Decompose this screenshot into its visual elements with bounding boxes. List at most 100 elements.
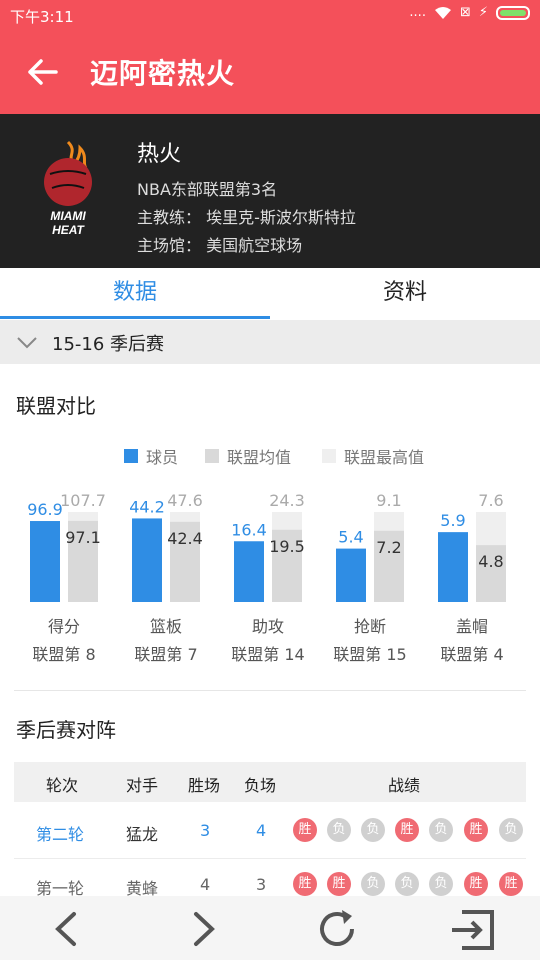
season-label: 15-16 季后赛 — [52, 334, 165, 355]
value-avg-1: 42.4 — [167, 529, 203, 548]
rank-label-0: 联盟第 8 — [32, 645, 95, 664]
legend-label-avg: 联盟均值 — [227, 448, 292, 467]
team-header: MIAMI HEAT 热火 NBA东部联盟第3名 主教练： 埃里克-斯波尔斯特拉… — [0, 114, 540, 268]
signal-icon: .... — [409, 5, 426, 20]
bar-avg-4 — [476, 545, 506, 602]
team-name: 热火 — [137, 142, 182, 167]
sim-icon: ⊠ — [459, 5, 471, 20]
season-selector[interactable]: 15-16 季后赛 — [0, 320, 540, 364]
playoff-table-header: 轮次 对手 胜场 负场 战绩 — [14, 762, 526, 802]
coach-line: 主教练： 埃里克-斯波尔斯特拉 — [137, 204, 356, 228]
header-opponent: 对手 — [126, 776, 159, 795]
bar-avg-0 — [68, 520, 98, 602]
tab-indicator — [0, 316, 270, 319]
tab-bar: 数据 资料 — [0, 268, 540, 321]
coach-name: 埃里克-斯波尔斯特拉 — [206, 208, 356, 227]
playoff-title: 季后赛对阵 — [16, 718, 116, 742]
value-player-3: 5.4 — [338, 528, 363, 547]
value-player-2: 16.4 — [231, 520, 267, 539]
arena-label: 主场馆： — [137, 236, 202, 255]
category-label-2: 助攻 — [252, 617, 284, 636]
win-badge: 胜 — [395, 818, 419, 842]
rank-label-4: 联盟第 4 — [440, 645, 503, 664]
legend-max: 联盟最高值 — [322, 444, 424, 468]
legend-swatch-max — [322, 449, 336, 463]
win-badge: 胜 — [499, 872, 523, 896]
value-max-3: 9.1 — [376, 491, 401, 510]
bar-player-4 — [438, 532, 468, 602]
opponent-cell: 猛龙 — [126, 825, 159, 844]
rank-label-1: 联盟第 7 — [134, 645, 197, 664]
value-max-4: 7.6 — [478, 491, 503, 510]
legend-swatch-avg — [205, 449, 219, 463]
loss-badge: 负 — [499, 818, 523, 842]
loss-badge: 负 — [429, 872, 453, 896]
win-badge: 胜 — [293, 872, 317, 896]
logo-text-heat: HEAT — [52, 223, 85, 237]
refresh-icon[interactable] — [312, 904, 362, 954]
legend-label-max: 联盟最高值 — [344, 448, 425, 467]
status-bar: 下午3:11 .... ⊠ ⚡ — [0, 0, 540, 30]
value-max-0: 107.7 — [60, 491, 106, 510]
arena-line: 主场馆： 美国航空球场 — [137, 232, 302, 256]
category-label-4: 盖帽 — [456, 617, 488, 636]
losses-cell: 4 — [256, 821, 267, 840]
loss-badge: 负 — [395, 872, 419, 896]
wins-cell: 3 — [200, 821, 211, 840]
bar-player-2 — [234, 541, 264, 602]
forward-icon[interactable] — [178, 904, 228, 954]
loss-badge: 负 — [361, 872, 385, 896]
wins-cell: 4 — [200, 875, 211, 894]
tab-info[interactable]: 资料 — [382, 280, 427, 305]
value-avg-4: 4.8 — [478, 552, 503, 571]
win-badge: 胜 — [464, 872, 488, 896]
header-record: 战绩 — [388, 776, 421, 795]
win-badge: 胜 — [327, 872, 351, 896]
browser-bottom-nav — [0, 896, 540, 960]
value-avg-3: 7.2 — [376, 538, 401, 557]
value-player-4: 5.9 — [440, 511, 465, 530]
bar-player-1 — [132, 518, 162, 602]
page-title: 迈阿密热火 — [90, 57, 236, 90]
header-round: 轮次 — [46, 776, 79, 795]
loss-badge: 负 — [327, 818, 351, 842]
heat-logo: MIAMI HEAT — [44, 140, 92, 237]
value-player-1: 44.2 — [129, 497, 165, 516]
status-time: 下午3:11 — [10, 8, 74, 26]
playoff-row[interactable]: 第二轮 猛龙 3 4 胜负负胜负胜负 — [14, 804, 526, 859]
opponent-cell: 黄蜂 — [126, 879, 159, 898]
round-cell: 第二轮 — [36, 825, 85, 844]
exit-icon[interactable] — [448, 904, 498, 954]
bar-player-0 — [30, 521, 60, 602]
loss-badge: 负 — [361, 818, 385, 842]
coach-label: 主教练： — [137, 208, 202, 227]
bar-avg-2 — [272, 529, 302, 602]
value-avg-2: 19.5 — [269, 537, 305, 556]
back-arrow-icon[interactable] — [22, 54, 62, 90]
section-divider — [14, 690, 526, 691]
value-player-0: 96.9 — [27, 500, 63, 519]
category-label-0: 得分 — [48, 617, 80, 636]
logo-text-miami: MIAMI — [50, 209, 86, 223]
battery-icon — [496, 5, 530, 20]
header-losses: 负场 — [244, 776, 277, 795]
chevron-down-icon — [17, 337, 37, 349]
tab-data[interactable]: 数据 — [112, 280, 157, 305]
bar-avg-3 — [374, 530, 404, 602]
value-avg-0: 97.1 — [65, 528, 101, 547]
losses-cell: 3 — [256, 875, 267, 894]
wifi-icon — [434, 6, 451, 19]
round-cell: 第一轮 — [36, 879, 85, 898]
category-label-1: 篮板 — [150, 617, 182, 636]
charging-icon: ⚡ — [478, 5, 488, 20]
win-badge: 胜 — [293, 818, 317, 842]
loss-badge: 负 — [429, 818, 453, 842]
legend-avg: 联盟均值 — [205, 444, 291, 468]
legend-swatch-player — [124, 449, 138, 463]
legend-label-player: 球员 — [146, 448, 179, 467]
team-rank: NBA东部联盟第3名 — [137, 180, 278, 199]
back-icon[interactable] — [42, 904, 92, 954]
category-label-3: 抢断 — [354, 617, 386, 636]
playoff-row[interactable]: 第一轮 黄蜂 4 3 胜胜负负负胜胜 — [14, 858, 526, 913]
